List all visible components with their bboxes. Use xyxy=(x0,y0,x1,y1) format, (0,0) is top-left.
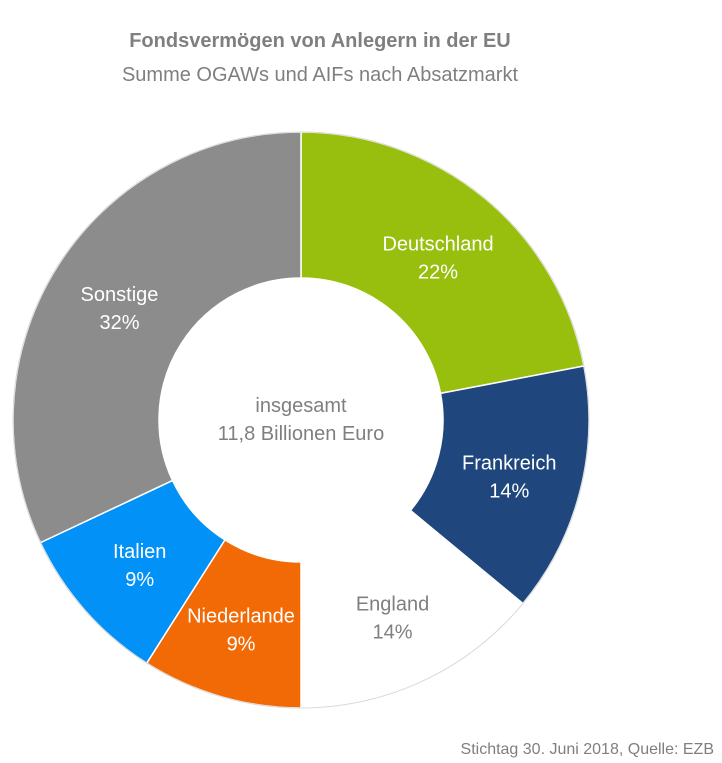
slice-label-deutschland: Deutschland xyxy=(382,233,493,255)
slice-value-italien: 9% xyxy=(125,569,154,591)
slice-label-england: England xyxy=(356,594,429,616)
center-label-line1: insgesamt xyxy=(255,395,347,417)
center-label-line2: 11,8 Billionen Euro xyxy=(218,423,384,445)
donut-slices xyxy=(12,131,590,709)
chart-title: Fondsvermögen von Anlegern in der EU xyxy=(129,30,511,52)
outer-ring xyxy=(12,131,590,709)
slice-label-frankreich: Frankreich xyxy=(462,452,556,474)
slice-value-sonstige: 32% xyxy=(99,312,139,334)
slice-label-niederlande: Niederlande xyxy=(187,605,295,627)
slice-label-sonstige: Sonstige xyxy=(81,284,159,306)
donut-labels: Deutschland 22% Frankreich 14% England 14% Nie… xyxy=(81,233,557,655)
donut-chart: Deutschland 22% Frankreich 14% England 14% Nie… xyxy=(12,131,590,709)
slice-sonstige xyxy=(12,131,302,544)
slice-value-frankreich: 14% xyxy=(489,480,529,502)
slice-value-england: 14% xyxy=(373,622,413,644)
slice-value-deutschland: 22% xyxy=(418,261,458,283)
source-note: Stichtag 30. Juni 2018, Quelle: EZB xyxy=(460,741,714,758)
slice-label-italien: Italien xyxy=(113,541,166,563)
chart-subtitle: Summe OGAWs und AIFs nach Absatzmarkt xyxy=(121,64,519,86)
slice-value-niederlande: 9% xyxy=(227,633,256,655)
